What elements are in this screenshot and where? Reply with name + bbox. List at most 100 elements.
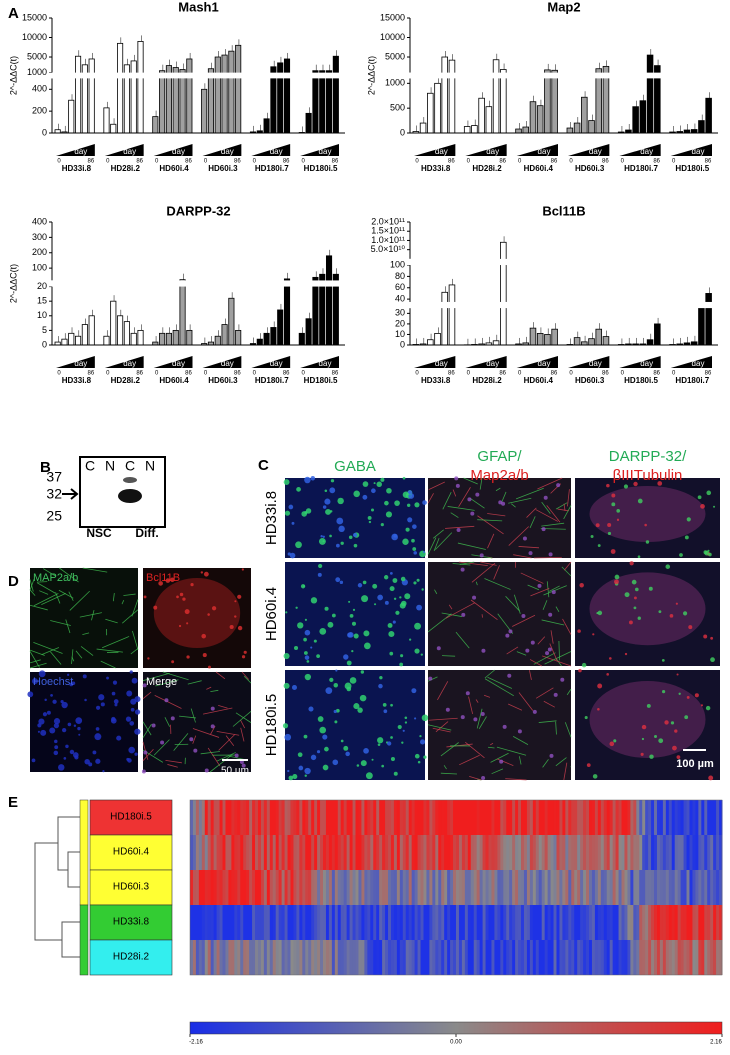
cell: [616, 509, 620, 513]
heatmap-stripe: [403, 800, 406, 835]
cell: [304, 735, 308, 739]
heatmap-stripe: [713, 870, 716, 905]
cell: [189, 737, 193, 741]
heatmap-stripe: [551, 800, 554, 835]
cell: [394, 772, 398, 776]
cell: [305, 619, 307, 621]
cell: [337, 498, 343, 504]
heatmap-stripe: [412, 870, 415, 905]
heatmap-stripe: [385, 835, 388, 870]
heatmap-stripe: [530, 905, 533, 940]
heatmap-stripe: [426, 835, 429, 870]
heatmap-stripe: [338, 800, 341, 835]
group-label: HD180i.5: [304, 376, 338, 385]
heatmap-stripe: [370, 835, 373, 870]
ramp-label: day: [74, 147, 87, 156]
heatmap-stripe: [678, 800, 681, 835]
heatmap-stripe: [243, 870, 246, 905]
heatmap-stripe: [293, 940, 296, 975]
heatmap-stripe: [542, 800, 545, 835]
heatmap-stripe: [613, 905, 616, 940]
heatmap-stripe: [506, 800, 509, 835]
cell: [378, 743, 381, 746]
heatmap-stripe: [701, 835, 704, 870]
bar: [500, 70, 506, 133]
cell: [50, 694, 53, 697]
cluster-bar: [80, 905, 88, 975]
heatmap-stripe: [592, 835, 595, 870]
bar: [537, 106, 543, 133]
heatmap-stripe: [639, 835, 642, 870]
heatmap-stripe: [497, 905, 500, 940]
heatmap-stripe: [568, 905, 571, 940]
cell: [385, 601, 389, 605]
cell: [298, 752, 303, 757]
bar: [589, 339, 595, 345]
heatmap-stripe: [202, 870, 205, 905]
heatmap-stripe: [267, 835, 270, 870]
heatmap-stripe: [524, 870, 527, 905]
cell: [466, 691, 470, 695]
heatmap-stripe: [225, 940, 228, 975]
cell: [343, 654, 348, 659]
heatmap-stripe: [255, 940, 258, 975]
group-label: HD60i.3: [575, 376, 605, 385]
heatmap-stripe: [607, 800, 610, 835]
cell: [126, 758, 129, 761]
heatmap-stripe: [208, 835, 211, 870]
cell: [597, 684, 602, 689]
heatmap-stripe: [270, 835, 273, 870]
heatmap-stripe: [311, 905, 314, 940]
heatmap-stripe: [571, 800, 574, 835]
heatmap-stripe: [270, 800, 273, 835]
cell: [336, 518, 343, 525]
ramp-label: day: [270, 147, 283, 156]
cell: [545, 651, 549, 655]
heatmap-stripe: [548, 800, 551, 835]
heatmap-stripe: [456, 835, 459, 870]
cell: [393, 534, 397, 538]
heatmap-stripe: [556, 870, 559, 905]
heatmap-stripe: [429, 870, 432, 905]
bar: [500, 242, 506, 345]
heatmap-stripe: [317, 870, 320, 905]
bar: [420, 123, 426, 133]
bar: [131, 333, 136, 345]
heatmap-stripe: [545, 940, 548, 975]
cell: [695, 693, 699, 697]
heatmap-stripe: [616, 905, 619, 940]
heatmap-stripe: [592, 940, 595, 975]
heatmap-stripe: [616, 800, 619, 835]
lane-label: C: [125, 458, 135, 474]
heatmap-stripe: [344, 940, 347, 975]
chart-title: Bcl11B: [542, 203, 585, 218]
ramp-start: 0: [518, 371, 522, 377]
cell: [283, 723, 288, 728]
heatmap-stripe: [367, 800, 370, 835]
heatmap-stripe: [672, 835, 675, 870]
heatmap-stripe: [494, 905, 497, 940]
heatmap-stripe: [403, 870, 406, 905]
bar: [435, 333, 441, 345]
heatmap-stripe: [385, 870, 388, 905]
ramp-label: day: [123, 359, 136, 368]
heatmap-stripe: [701, 870, 704, 905]
cell: [644, 524, 647, 527]
heatmap-stripe: [400, 940, 403, 975]
heatmap-stripe: [554, 835, 557, 870]
heatmap-stripe: [536, 905, 539, 940]
heatmap-stripe: [252, 905, 255, 940]
heatmap-stripe: [190, 835, 193, 870]
y-tick-label: 5: [42, 325, 47, 335]
cell: [284, 734, 291, 741]
group-label: HD180i.5: [624, 376, 658, 385]
heatmap-stripe: [444, 800, 447, 835]
cell: [407, 504, 410, 507]
cell: [505, 634, 509, 638]
ramp-start: 0: [569, 159, 573, 165]
heatmap-stripe: [695, 800, 698, 835]
heatmap-stripe: [258, 940, 261, 975]
cell: [244, 651, 247, 654]
heatmap-stripe: [228, 905, 231, 940]
heatmap-stripe: [432, 800, 435, 835]
